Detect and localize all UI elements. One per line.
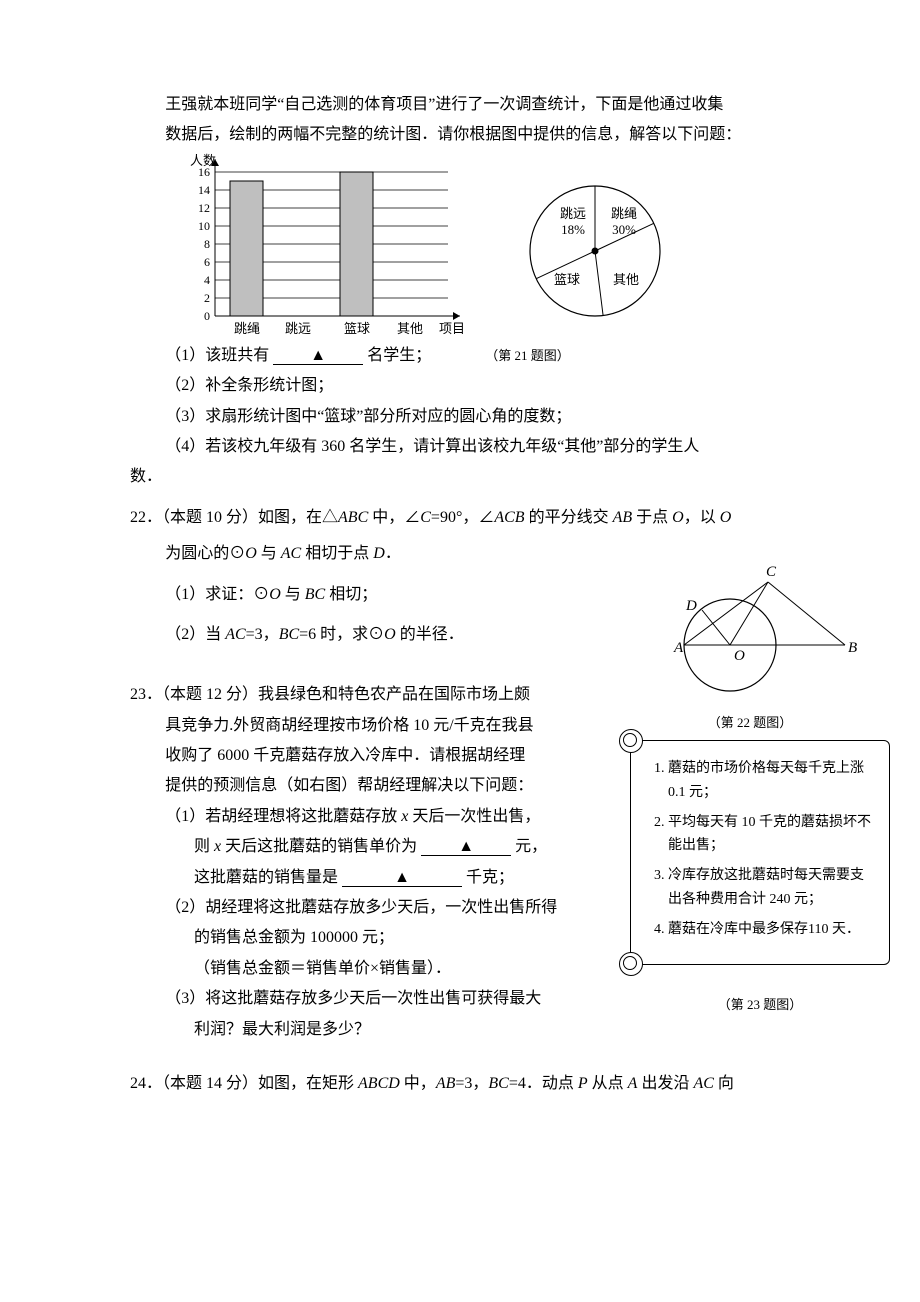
svg-text:跳绳: 跳绳 bbox=[611, 206, 637, 221]
q23-scroll: 蘑菇的市场价格每天每千克上涨 0.1 元； 平均每天有 10 千克的蘑菇损坏不能… bbox=[630, 740, 890, 1017]
q23-figcap: （第 23 题图） bbox=[630, 993, 890, 1018]
q23-p2-line1: （2）胡经理将这批蘑菇存放多少天后，一次性出售所得 bbox=[130, 893, 600, 923]
q23-l2: 具竞争力.外贸商胡经理按市场价格 10 元/千克在我县 bbox=[130, 711, 565, 741]
q21-intro-line2: 数据后，绘制的两幅不完整的统计图．请你根据图中提供的信息，解答以下问题： bbox=[130, 120, 810, 150]
svg-text:O: O bbox=[734, 648, 745, 664]
scroll-item: 平均每天有 10 千克的蘑菇损坏不能出售； bbox=[668, 811, 877, 859]
scroll-item: 蘑菇的市场价格每天每千克上涨 0.1 元； bbox=[668, 757, 877, 805]
svg-text:14: 14 bbox=[198, 183, 210, 197]
svg-text:6: 6 bbox=[204, 255, 210, 269]
q21-p1: （1）该班共有▲名学生； （第 21 题图） bbox=[130, 341, 810, 371]
svg-text:12: 12 bbox=[198, 201, 210, 215]
svg-text:A: A bbox=[673, 640, 684, 656]
q21-figcap: （第 21 题图） bbox=[485, 348, 570, 363]
svg-text:2: 2 bbox=[204, 291, 210, 305]
svg-text:篮球: 篮球 bbox=[554, 272, 580, 287]
q23-p3-line2: 利润？最大利润是多少？ bbox=[130, 1015, 594, 1045]
q21-p4: （4）若该校九年级有 360 名学生，请计算出该校九年级“其他”部分的学生人 bbox=[130, 432, 810, 462]
svg-text:10: 10 bbox=[198, 219, 210, 233]
q21-bar-chart: 0 2 4 6 8 10 12 14 16 跳绳 跳远 篮球 其他 项目 人数 bbox=[170, 151, 470, 341]
svg-text:4: 4 bbox=[204, 273, 210, 287]
svg-text:B: B bbox=[848, 640, 857, 656]
q23-p2-line3: （销售总金额＝销售单价×销售量）． bbox=[130, 954, 594, 984]
svg-text:D: D bbox=[685, 598, 697, 614]
q21-p2: （2）补全条形统计图； bbox=[130, 371, 810, 401]
q23-l4: 提供的预测信息（如右图）帮胡经理解决以下问题： bbox=[130, 771, 565, 801]
svg-text:其他: 其他 bbox=[397, 321, 423, 336]
svg-text:篮球: 篮球 bbox=[344, 321, 370, 336]
scroll-item: 蘑菇在冷库中最多保存110 天． bbox=[668, 918, 877, 942]
scroll-item: 冷库存放这批蘑菇时每天需要支出各种费用合计 240 元； bbox=[668, 864, 877, 912]
q21-intro-line1: 王强就本班同学“自己选测的体育项目”进行了一次调查统计，下面是他通过收集 bbox=[130, 90, 810, 120]
svg-text:跳远: 跳远 bbox=[285, 321, 311, 336]
svg-text:C: C bbox=[766, 564, 777, 580]
svg-text:跳绳: 跳绳 bbox=[234, 321, 260, 336]
q23-p1-line1: （1）若胡经理想将这批蘑菇存放 x 天后一次性出售， bbox=[130, 802, 600, 832]
q23-l1: 23．（本题 12 分）我县绿色和特色农产品在国际市场上颇 bbox=[130, 680, 565, 710]
svg-text:8: 8 bbox=[204, 237, 210, 251]
svg-text:18%: 18% bbox=[561, 222, 585, 237]
q23-p1-line2: 则 x 天后这批蘑菇的销售单价为▲元， bbox=[130, 832, 594, 862]
q22-figure: A B C D O （第 22 题图） bbox=[640, 560, 860, 736]
q23-l3: 收购了 6000 千克蘑菇存放入冷库中．请根据胡经理 bbox=[130, 741, 565, 771]
q23-p3-line1: （3）将这批蘑菇存放多少天后一次性出售可获得最大 bbox=[130, 984, 600, 1014]
q22-line1: 22．（本题 10 分）如图，在△ABC 中，∠C=90°，∠ACB 的平分线交… bbox=[130, 503, 810, 533]
q22-figcap: （第 22 题图） bbox=[640, 711, 860, 736]
q21-pie-chart: 跳远 18% 跳绳 30% 其他 篮球 bbox=[510, 166, 680, 336]
q21-p3: （3）求扇形统计图中“篮球”部分所对应的圆心角的度数； bbox=[130, 402, 810, 432]
svg-text:人数: 人数 bbox=[190, 153, 216, 168]
q23-p1-line3: 这批蘑菇的销售量是▲千克； bbox=[130, 863, 594, 893]
q21-p4b: 数． bbox=[130, 462, 810, 492]
blank-triangle: ▲ bbox=[273, 348, 363, 365]
q21-charts: 0 2 4 6 8 10 12 14 16 跳绳 跳远 篮球 其他 项目 人数 bbox=[170, 151, 810, 341]
svg-text:项目: 项目 bbox=[439, 321, 465, 336]
svg-text:跳远: 跳远 bbox=[560, 206, 586, 221]
blank-triangle: ▲ bbox=[421, 839, 511, 856]
svg-text:0: 0 bbox=[204, 309, 210, 323]
q23-p2-line2: 的销售总金额为 100000 元； bbox=[130, 923, 594, 953]
q24-l1: 24．（本题 14 分）如图，在矩形 ABCD 中，AB=3，BC=4．动点 P… bbox=[130, 1069, 810, 1099]
blank-triangle: ▲ bbox=[342, 870, 462, 887]
svg-text:30%: 30% bbox=[612, 222, 636, 237]
svg-text:其他: 其他 bbox=[613, 272, 639, 287]
